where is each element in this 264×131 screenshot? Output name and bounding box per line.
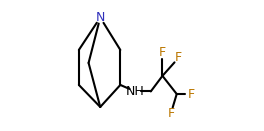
Text: F: F	[167, 107, 175, 120]
Text: F: F	[159, 46, 166, 59]
Text: F: F	[187, 88, 195, 100]
Text: NH: NH	[126, 85, 145, 98]
Text: F: F	[175, 51, 182, 64]
Text: N: N	[96, 11, 105, 24]
